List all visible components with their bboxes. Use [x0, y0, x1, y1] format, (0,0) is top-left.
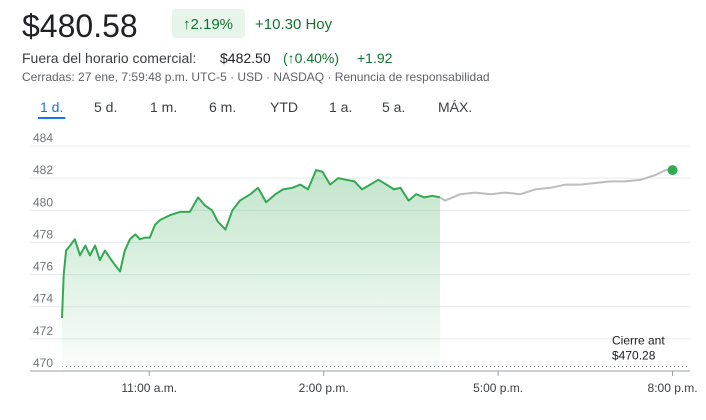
- change-abs: +10.30 Hoy: [255, 16, 333, 33]
- y-tick-label: 474: [33, 292, 53, 306]
- after-price: $482.50: [220, 50, 271, 66]
- end-marker: [667, 165, 678, 176]
- y-tick-label: 478: [33, 227, 53, 241]
- range-tab[interactable]: MÁX.: [438, 99, 472, 115]
- change-pct: ↑2.19%: [183, 16, 233, 33]
- y-tick-label: 476: [33, 260, 53, 274]
- x-tick-label: 11:00 a.m.: [121, 381, 177, 395]
- after-abs: +1.92: [357, 50, 393, 66]
- range-tab[interactable]: 6 m.: [209, 99, 236, 115]
- y-tick-label: 470: [33, 356, 53, 370]
- x-tick-label: 2:00 p.m.: [299, 381, 349, 395]
- range-tab[interactable]: 1 m.: [150, 99, 177, 115]
- range-tab[interactable]: 1 a.: [329, 99, 352, 115]
- price-line: [61, 169, 441, 319]
- after-label: Fuera del horario comercial:: [22, 50, 196, 66]
- y-tick-label: 480: [33, 195, 53, 209]
- x-tick-label: 5:00 p.m.: [473, 381, 523, 395]
- previous-close-label: $470.28: [612, 349, 656, 363]
- plot: 470 472 474 476 478 480 482 484 11:00 a.m. 2:00 p…: [30, 131, 698, 395]
- info: Cerradas: 27 ene, 7:59:48 p.m. UTC-5 · U…: [22, 70, 490, 84]
- price: $480.58: [22, 8, 138, 44]
- price-line: [439, 169, 673, 202]
- y-tick-label: 484: [33, 131, 53, 145]
- range-tab[interactable]: 5 a.: [382, 99, 405, 115]
- previous-close-title: Cierre ant: [612, 334, 665, 348]
- change-badge: [172, 9, 245, 38]
- area: [62, 170, 440, 371]
- tab-underline: [38, 117, 66, 119]
- after-pct: (↑0.40%): [283, 50, 339, 66]
- range-tab[interactable]: 5 d.: [94, 99, 117, 115]
- y-tick-label: 482: [33, 163, 53, 177]
- range-tab[interactable]: 1 d.: [40, 99, 63, 115]
- y-tick-label: 472: [33, 324, 53, 338]
- x-tick-label: 8:00 p.m.: [648, 381, 698, 395]
- range-tab[interactable]: YTD: [270, 99, 298, 115]
- range-tabs: 1 d. 5 d. 1 m. 6 m. YTD 1 a. 5 a. MÁX.: [38, 99, 472, 119]
